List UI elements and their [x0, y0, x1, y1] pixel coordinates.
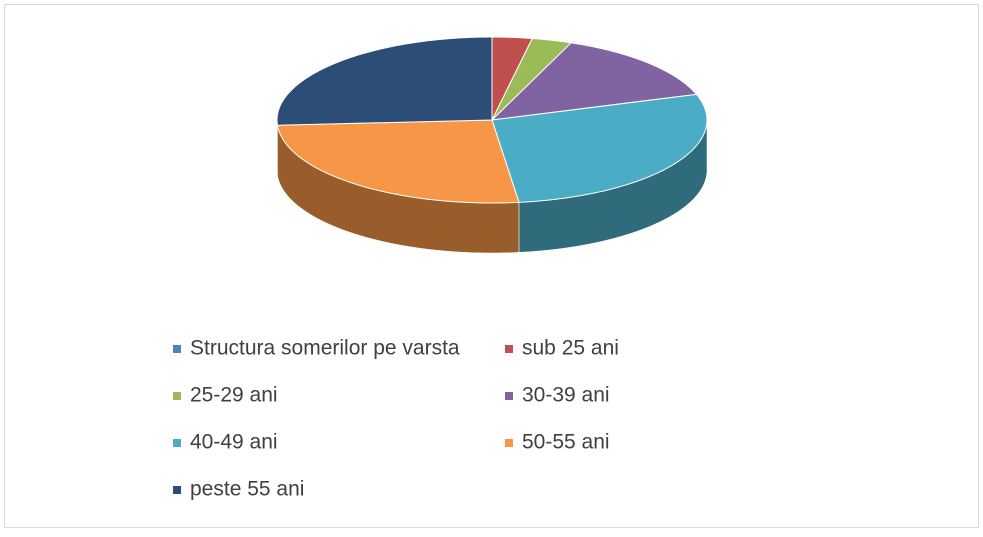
legend-swatch [173, 345, 181, 353]
legend-label: Structura somerilor pe varsta [190, 337, 460, 360]
legend-swatch [173, 439, 181, 447]
legend-label: 30-39 ani [522, 384, 610, 407]
legend-swatch [173, 486, 181, 494]
legend-swatch [505, 345, 513, 353]
legend-label: 40-49 ani [190, 431, 278, 454]
legend-label: peste 55 ani [190, 478, 304, 501]
legend-label: 25-29 ani [190, 384, 278, 407]
legend-swatch [173, 392, 181, 400]
legend-swatch [505, 392, 513, 400]
legend-label: 50-55 ani [522, 431, 610, 454]
legend-swatch [505, 439, 513, 447]
legend-label: sub 25 ani [522, 337, 619, 360]
pie-tops [277, 37, 707, 203]
